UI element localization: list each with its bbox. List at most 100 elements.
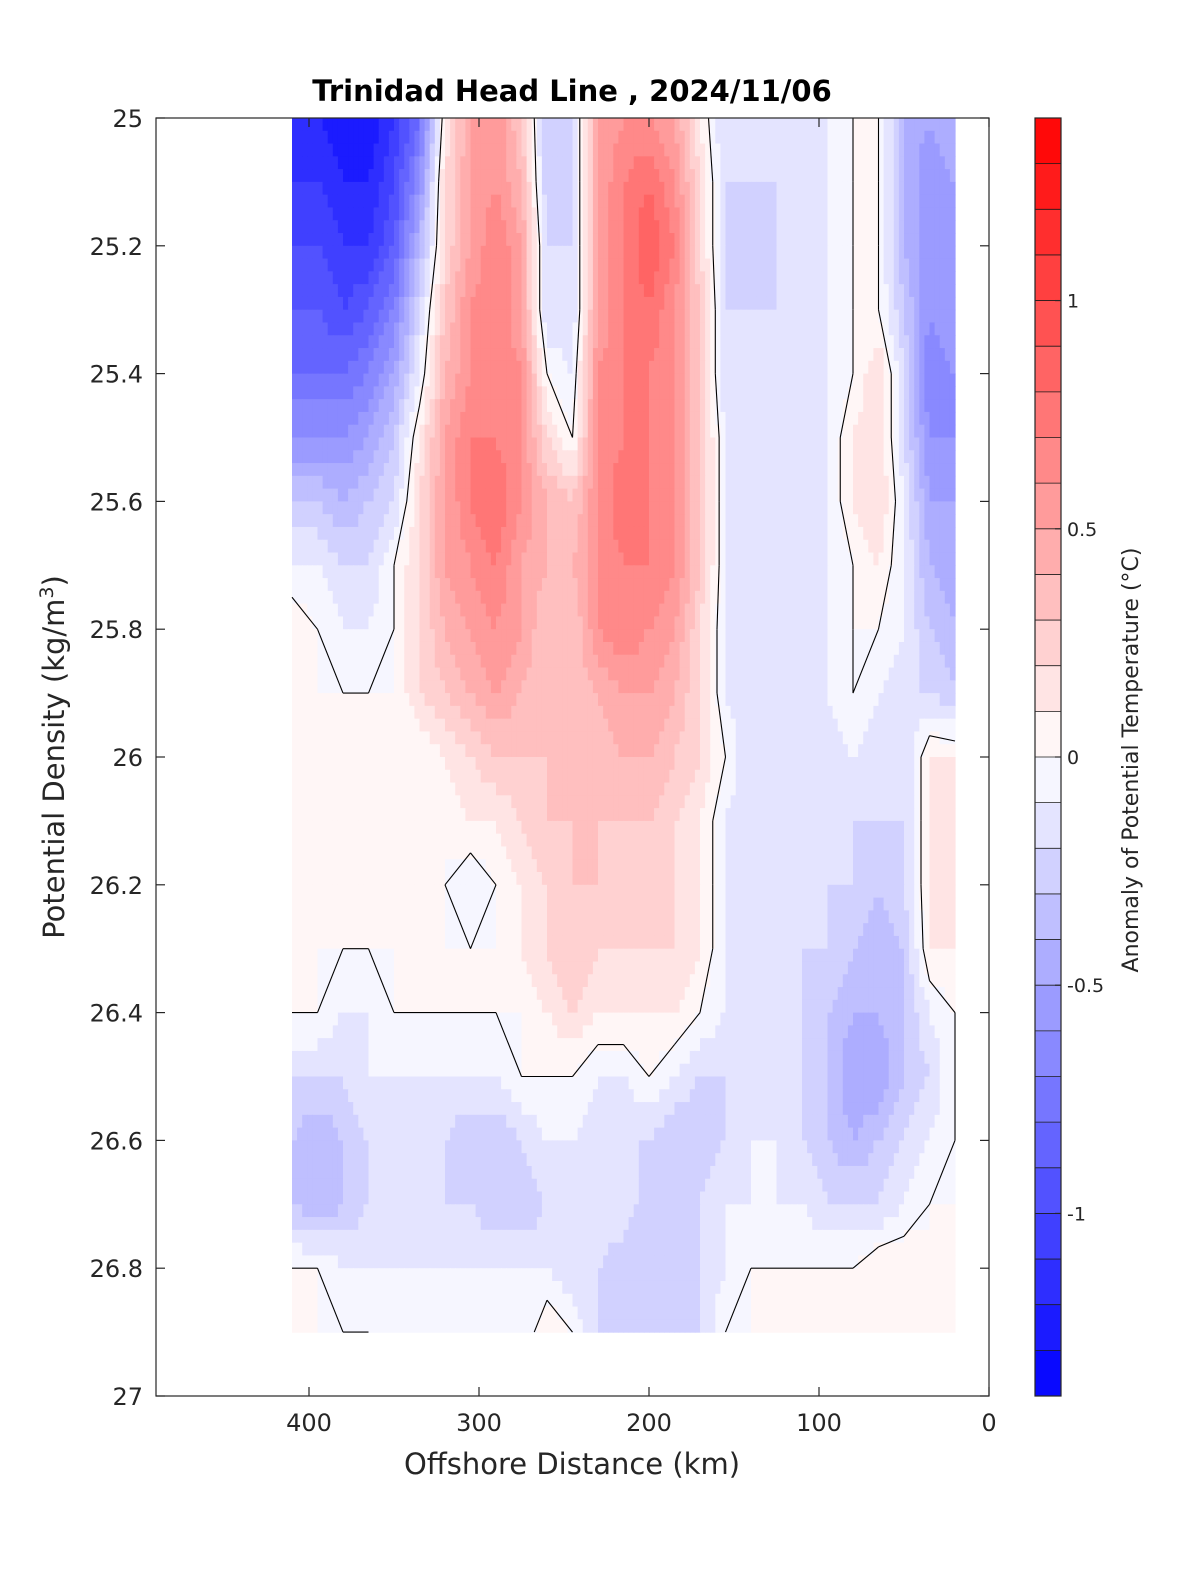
field-cell-2231: [577, 322, 584, 336]
field-cell-3224: [924, 424, 931, 439]
field-cell-2622: [302, 424, 308, 439]
field-cell-1654: [669, 245, 676, 260]
field-cell-3009: [720, 386, 727, 400]
field-cell-4924: [669, 616, 676, 630]
field-cell-4193: [587, 539, 594, 554]
field-cell-4754: [516, 565, 523, 579]
field-cell-4595: [317, 616, 324, 630]
field-cell-4981: [730, 578, 737, 592]
field-cell-724: [363, 233, 370, 247]
field-cell-4363: [766, 526, 772, 541]
field-cell-3788: [842, 463, 849, 477]
field-cell-2503: [868, 309, 874, 324]
field-cell-1158: [817, 194, 823, 209]
field-cell-3727: [786, 437, 793, 451]
field-cell-4762: [506, 590, 512, 605]
field-cell-997: [633, 233, 640, 247]
field-cell-2974: [669, 424, 676, 439]
field-cell-4518: [919, 539, 925, 554]
field-cell-4405: [802, 514, 808, 528]
field-cell-2177: [531, 309, 538, 324]
field-cell-1966: [297, 348, 303, 362]
field-cell-2166: [501, 348, 507, 362]
field-cell-1248: [893, 233, 900, 247]
field-cell-833: [485, 194, 492, 209]
field-cell-1979: [337, 309, 344, 324]
field-cell-3097: [786, 424, 793, 439]
field-cell-1369: [363, 284, 370, 298]
field-cell-3906: [297, 514, 303, 528]
field-cell-3146: [832, 424, 839, 439]
field-cell-1285: [929, 207, 936, 221]
field-cell-2161: [501, 335, 507, 349]
field-cell-4684: [439, 578, 446, 592]
field-cell-91: [373, 156, 380, 170]
field-cell-143: [434, 156, 441, 170]
field-cell-1642: [633, 284, 640, 298]
field-cell-2781: [475, 386, 482, 400]
field-cell-1495: [470, 296, 477, 311]
field-cell-4849: [592, 616, 599, 630]
field-cell-703: [358, 181, 364, 196]
field-cell-3299: [337, 488, 344, 502]
field-cell-2603: [307, 373, 313, 387]
field-cell-1821: [807, 296, 813, 311]
field-cell-1992: [327, 348, 334, 362]
field-cell-4969: [720, 603, 727, 618]
field-cell-4491: [883, 539, 890, 554]
field-cell-2437: [786, 335, 793, 349]
field-cell-1793: [791, 284, 798, 298]
field-cell-3857: [914, 450, 920, 464]
field-cell-4694: [439, 603, 446, 618]
field-cell-33: [332, 130, 339, 145]
field-cell-1545: [521, 296, 528, 311]
field-cell-2160: [496, 335, 502, 349]
field-cell-667: [302, 220, 308, 234]
field-cell-3791: [832, 475, 839, 490]
field-cell-383: [689, 130, 696, 145]
field-cell-2841: [526, 411, 533, 426]
field-cell-810: [445, 207, 451, 221]
field-cell-804: [465, 181, 472, 196]
field-cell-397: [684, 169, 691, 183]
field-cell-885: [521, 207, 528, 221]
field-cell-4147: [531, 552, 538, 566]
field-cell-911: [552, 207, 558, 221]
field-cell-137: [429, 143, 436, 157]
field-cell-3948: [332, 552, 339, 566]
field-cell-252: [557, 118, 563, 132]
field-cell-247: [531, 169, 538, 183]
field-cell-4890: [623, 603, 630, 618]
field-cell-1549: [541, 296, 548, 311]
field-cell-1367: [353, 284, 359, 298]
field-cell-4861: [603, 590, 609, 605]
field-cell-1113: [766, 207, 772, 221]
field-cell-202: [506, 118, 512, 132]
field-cell-2894: [592, 411, 599, 426]
field-cell-4330: [725, 514, 732, 528]
field-cell-3814: [873, 463, 880, 477]
field-cell-1103: [766, 181, 772, 196]
field-cell-468: [766, 156, 772, 170]
field-cell-4528: [944, 501, 951, 515]
field-cell-3066: [756, 411, 762, 426]
field-cell-4458: [868, 514, 874, 528]
field-cell-3487: [531, 463, 538, 477]
field-cell-4688: [434, 590, 441, 605]
field-cell-1322: [302, 296, 308, 311]
field-cell-2515: [853, 348, 859, 362]
field-cell-883: [536, 194, 543, 209]
field-cell-4043: [434, 539, 441, 554]
field-cell-188: [485, 143, 492, 157]
field-cell-2472: [812, 360, 818, 375]
field-cell-576: [883, 118, 890, 132]
field-cell-50: [343, 118, 349, 132]
field-cell-2328: [689, 309, 696, 324]
field-cell-2340: [674, 348, 681, 362]
field-cell-2725: [419, 373, 426, 387]
field-cell-608: [919, 130, 925, 145]
field-cell-3061: [756, 399, 762, 413]
field-cell-107: [404, 130, 410, 145]
field-cell-934: [592, 194, 599, 209]
field-cell-3453: [511, 437, 517, 451]
